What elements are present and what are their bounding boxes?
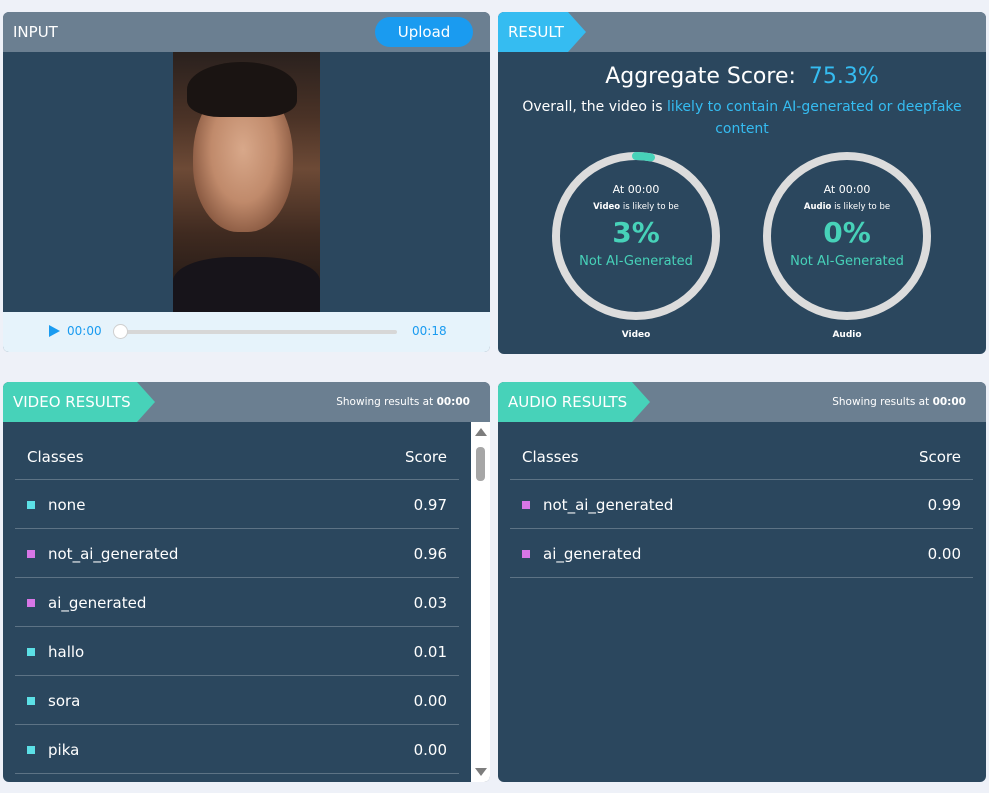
table-row: not_ai_generated 0.99 bbox=[510, 480, 973, 529]
class-score: 0.96 bbox=[413, 545, 447, 563]
video-gauge-ring bbox=[552, 152, 720, 320]
upload-button[interactable]: Upload bbox=[375, 17, 473, 47]
class-score: 0.00 bbox=[927, 545, 961, 563]
aggregate-label: Aggregate Score: bbox=[605, 64, 796, 89]
audio-gauge-track bbox=[763, 152, 931, 320]
table-header: Classes Score bbox=[15, 422, 459, 480]
class-score: 0.00 bbox=[413, 741, 447, 759]
scroll-up-icon[interactable] bbox=[475, 428, 487, 436]
table-header: Classes Score bbox=[510, 422, 973, 480]
seek-bar[interactable] bbox=[119, 330, 397, 334]
table-row: ai_generated 0.03 bbox=[15, 578, 459, 627]
audio-gauge-time: At 00:00 bbox=[823, 183, 871, 196]
audio-gauge-caption: Audio bbox=[832, 330, 862, 340]
video-gauge-percent: 3% bbox=[612, 216, 660, 249]
video-gauge: At 00:00 Video is likely to be 3% Not AI… bbox=[550, 150, 722, 340]
video-preview[interactable] bbox=[173, 52, 320, 312]
video-gauge-caption: Video bbox=[621, 330, 651, 340]
class-score: 0.01 bbox=[413, 643, 447, 661]
shirt-image bbox=[173, 257, 320, 312]
play-icon[interactable] bbox=[49, 325, 60, 337]
class-score: 0.03 bbox=[413, 594, 447, 612]
scroll-thumb[interactable] bbox=[476, 447, 485, 481]
class-color-swatch bbox=[27, 550, 35, 558]
overall-prefix: Overall, the video is bbox=[522, 99, 663, 115]
classes-column-header: Classes bbox=[522, 448, 579, 466]
input-header: INPUT Upload bbox=[3, 12, 490, 52]
class-name: not_ai_generated bbox=[543, 496, 674, 514]
video-player-controls: 00:00 00:18 bbox=[3, 312, 490, 352]
total-time: 00:18 bbox=[412, 324, 447, 338]
class-name: hallo bbox=[48, 643, 85, 661]
audio-gauge-class: Not AI-Generated bbox=[790, 254, 904, 269]
input-panel: INPUT Upload 00:00 00:18 bbox=[3, 12, 490, 352]
audio-gauge: At 00:00 Audio is likely to be 0% Not AI… bbox=[761, 150, 933, 340]
score-column-header: Score bbox=[918, 448, 961, 466]
class-name: pika bbox=[48, 741, 80, 759]
class-name: ai_generated bbox=[48, 594, 147, 612]
class-color-swatch bbox=[27, 697, 35, 705]
audio-results-title: AUDIO RESULTS bbox=[498, 382, 650, 422]
video-results-scrollbar[interactable] bbox=[471, 422, 490, 782]
table-row: pika 0.00 bbox=[15, 725, 459, 774]
class-color-swatch bbox=[522, 501, 530, 509]
video-showing-results: Showing results at 00:00 bbox=[336, 396, 470, 408]
video-gauge-likely: Video is likely to be bbox=[593, 202, 679, 212]
class-color-swatch bbox=[27, 501, 35, 509]
class-name: none bbox=[48, 496, 86, 514]
classes-column-header: Classes bbox=[27, 448, 84, 466]
table-row: sora 0.00 bbox=[15, 676, 459, 725]
video-gauge-fill bbox=[552, 152, 720, 320]
video-gauge-time: At 00:00 bbox=[612, 183, 660, 196]
audio-gauge-percent: 0% bbox=[823, 216, 871, 249]
result-header: RESULT bbox=[498, 12, 986, 52]
class-color-swatch bbox=[27, 599, 35, 607]
audio-gauge-ring bbox=[763, 152, 931, 320]
class-score: 0.00 bbox=[413, 692, 447, 710]
result-panel: RESULT Aggregate Score: 75.3% Overall, t… bbox=[498, 12, 986, 354]
class-name: not_ai_generated bbox=[48, 545, 179, 563]
table-row: ai_generated 0.00 bbox=[510, 529, 973, 578]
audio-results-panel: AUDIO RESULTS Showing results at 00:00 C… bbox=[498, 382, 986, 782]
result-title: RESULT bbox=[498, 12, 586, 52]
aggregate-value: 75.3% bbox=[808, 64, 879, 89]
audio-results-table: Classes Score not_ai_generated 0.99 ai_gen… bbox=[510, 422, 973, 578]
video-results-header: VIDEO RESULTS Showing results at 00:00 bbox=[3, 382, 490, 422]
scroll-down-icon[interactable] bbox=[475, 768, 487, 776]
class-name: ai_generated bbox=[543, 545, 642, 563]
table-row: hallo 0.01 bbox=[15, 627, 459, 676]
class-name: sora bbox=[48, 692, 81, 710]
class-color-swatch bbox=[27, 746, 35, 754]
audio-showing-results: Showing results at 00:00 bbox=[832, 396, 966, 408]
class-score: 0.97 bbox=[413, 496, 447, 514]
class-color-swatch bbox=[522, 550, 530, 558]
input-title: INPUT bbox=[13, 23, 58, 41]
audio-results-header: AUDIO RESULTS Showing results at 00:00 bbox=[498, 382, 986, 422]
table-row: not_ai_generated 0.96 bbox=[15, 529, 459, 578]
video-gauge-class: Not AI-Generated bbox=[579, 254, 693, 269]
overall-verdict: likely to contain AI-generated or deepfa… bbox=[667, 99, 962, 137]
current-time: 00:00 bbox=[67, 324, 102, 338]
video-results-title: VIDEO RESULTS bbox=[3, 382, 155, 422]
score-column-header: Score bbox=[404, 448, 447, 466]
class-color-swatch bbox=[27, 648, 35, 656]
overall-summary: Overall, the video is likely to contain … bbox=[498, 96, 986, 140]
table-row: none 0.97 bbox=[15, 480, 459, 529]
aggregate-score: Aggregate Score: 75.3% bbox=[498, 64, 986, 89]
hair-image bbox=[187, 62, 297, 117]
class-score: 0.99 bbox=[927, 496, 961, 514]
audio-gauge-likely: Audio is likely to be bbox=[803, 202, 891, 212]
seek-handle[interactable] bbox=[113, 324, 128, 339]
video-results-panel: VIDEO RESULTS Showing results at 00:00 C… bbox=[3, 382, 490, 782]
video-results-table: Classes Score none 0.97 not_ai_generated 0.… bbox=[15, 422, 459, 774]
